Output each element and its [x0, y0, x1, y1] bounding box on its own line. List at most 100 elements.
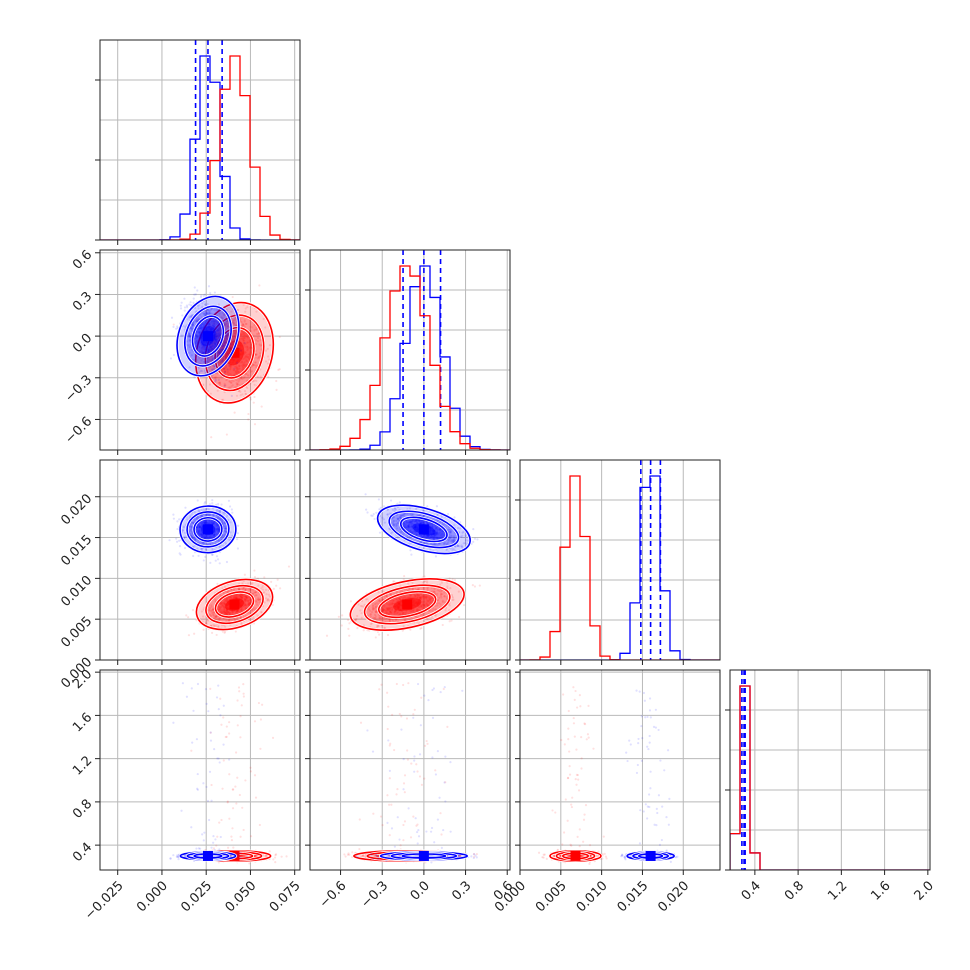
- sample-point: [222, 344, 226, 347]
- sample-point: [243, 343, 246, 347]
- sample-point: [246, 336, 249, 339]
- sample-point: [390, 612, 393, 615]
- sample-point: [186, 306, 189, 309]
- sample-point: [178, 552, 181, 555]
- sample-point: [213, 532, 216, 536]
- sample-point: [240, 609, 243, 612]
- sample-point: [197, 531, 200, 534]
- sample-point: [218, 545, 221, 548]
- sample-point: [201, 351, 204, 354]
- sample-point: [224, 331, 227, 334]
- sample-point: [227, 362, 230, 365]
- sample-point: [200, 548, 203, 551]
- sample-point: [254, 590, 258, 594]
- sample-point: [236, 366, 239, 369]
- sample-point: [259, 375, 262, 378]
- sample-point: [215, 337, 218, 340]
- sample-point: [443, 595, 446, 598]
- sample-point: [237, 587, 240, 591]
- sample-point: [216, 529, 219, 533]
- sample-point: [212, 325, 215, 328]
- sample-point: [209, 312, 212, 315]
- sample-point: [370, 611, 374, 614]
- sample-point: [220, 348, 223, 351]
- sample-point: [237, 609, 240, 612]
- sample-point: [441, 600, 444, 604]
- sample-point: [224, 529, 227, 532]
- sample-point: [219, 510, 222, 513]
- sample-point: [197, 531, 200, 535]
- sample-point: [205, 359, 208, 363]
- sample-point: [215, 338, 218, 341]
- sample-point: [245, 353, 249, 356]
- sample-point: [228, 505, 232, 508]
- sample-point: [207, 350, 210, 353]
- sample-point: [198, 304, 201, 307]
- sample-point: [238, 379, 241, 382]
- sample-point: [241, 582, 244, 585]
- sample-point: [234, 329, 237, 332]
- sample-point: [240, 333, 243, 336]
- sample-point: [176, 520, 179, 523]
- sample-point: [207, 350, 210, 353]
- sample-point: [415, 616, 418, 619]
- sample-point: [255, 379, 258, 382]
- sample-point: [228, 368, 232, 371]
- sample-point: [201, 352, 204, 355]
- sample-point: [436, 592, 439, 596]
- sample-point: [187, 334, 190, 337]
- sample-point: [232, 321, 235, 325]
- sample-point: [266, 347, 269, 350]
- sample-point: [241, 597, 244, 600]
- sample-point: [385, 612, 388, 615]
- sample-point: [396, 611, 399, 615]
- sample-point: [246, 341, 249, 344]
- sample-point: [212, 521, 216, 524]
- sample-point: [188, 345, 191, 349]
- sample-point: [217, 528, 220, 531]
- sample-point: [383, 604, 386, 607]
- sample-point: [389, 601, 392, 605]
- sample-point: [213, 322, 216, 326]
- sample-point: [215, 529, 218, 532]
- sample-point: [247, 355, 250, 359]
- sample-point: [252, 616, 255, 619]
- sample-point: [400, 595, 403, 599]
- sample-point: [237, 371, 240, 374]
- sample-point: [225, 599, 229, 602]
- sample-point: [208, 613, 211, 616]
- sample-point: [240, 609, 243, 612]
- sample-point: [247, 588, 250, 591]
- sample-point: [194, 358, 197, 361]
- sample-point: [215, 555, 219, 558]
- sample-point: [205, 312, 209, 316]
- sample-point: [187, 335, 190, 338]
- sample-point: [201, 515, 204, 518]
- sample-point: [213, 346, 216, 349]
- sample-point: [202, 326, 205, 329]
- sample-point: [237, 367, 240, 371]
- sample-point: [218, 332, 221, 335]
- sample-point: [211, 547, 214, 551]
- sample-point: [243, 356, 247, 359]
- panel-grid-2-1: [310, 460, 510, 660]
- sample-point: [424, 595, 427, 599]
- sample-point: [200, 325, 203, 329]
- sample-point: [377, 624, 380, 628]
- sample-point: [228, 611, 231, 614]
- sample-point: [198, 532, 201, 535]
- sample-point: [360, 612, 363, 615]
- sample-point: [222, 355, 226, 358]
- sample-point: [223, 368, 226, 371]
- sample-point: [212, 608, 215, 611]
- sample-point: [409, 610, 413, 613]
- sample-point: [198, 326, 202, 330]
- sample-point: [198, 370, 201, 373]
- sample-point: [211, 553, 214, 556]
- sample-point: [374, 615, 377, 618]
- sample-point: [392, 599, 395, 603]
- sample-point: [241, 323, 245, 326]
- sample-point: [245, 596, 248, 599]
- sample-point: [195, 320, 198, 323]
- sample-point: [214, 346, 217, 349]
